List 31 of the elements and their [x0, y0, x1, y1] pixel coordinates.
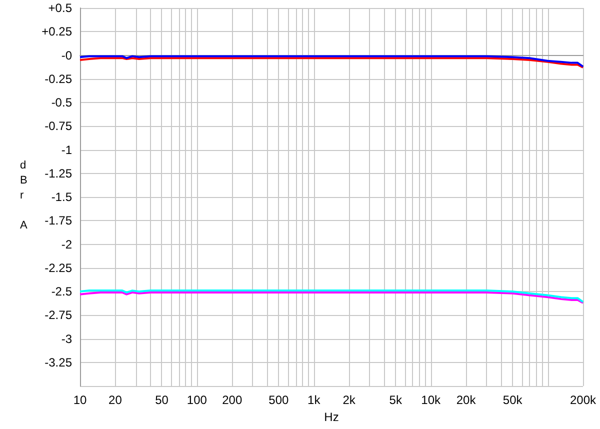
x-tick-label: 20k: [456, 393, 477, 407]
x-tick-label: 1k: [308, 393, 322, 407]
y-tick-label: -3.25: [44, 355, 72, 370]
y-tick-label: -2: [61, 237, 72, 252]
y-tick-label: -1.75: [44, 214, 72, 228]
x-tick-label: 20: [108, 393, 122, 407]
y-tick-label: +0.25: [42, 24, 72, 39]
x-tick-label: 500: [268, 393, 290, 407]
y-tick-label: -3: [61, 332, 72, 346]
x-tick-label: 2k: [342, 393, 356, 407]
y-tick-label: -2.5: [51, 284, 72, 298]
y-tick-label: -1.25: [44, 166, 72, 180]
x-tick-label: 200: [222, 393, 242, 407]
y-tick-label: -0.25: [44, 72, 72, 86]
y-tick-label: -0: [61, 48, 72, 62]
y-tick-label: -2.25: [44, 260, 72, 275]
x-tick-label: 5k: [389, 393, 403, 407]
y-tick-label: -0.5: [51, 96, 72, 110]
x-tick-label: 10k: [421, 393, 442, 407]
y-tick-label: -0.75: [44, 119, 72, 134]
text: dBr A: [20, 160, 28, 232]
y-tick-label: -1.5: [51, 190, 72, 204]
y-tick-label: +0.5: [48, 1, 72, 15]
x-tick-label: 10: [73, 393, 87, 407]
y-tick-label: -1: [61, 142, 72, 157]
y-tick-label: -2.75: [44, 308, 72, 322]
x-tick-label: 50: [155, 393, 169, 407]
x-tick-label: 50k: [502, 393, 524, 407]
x-axis-title: Hz: [324, 410, 339, 424]
x-tick-label: 100: [186, 393, 208, 407]
x-tick-label: 200k: [570, 393, 598, 407]
